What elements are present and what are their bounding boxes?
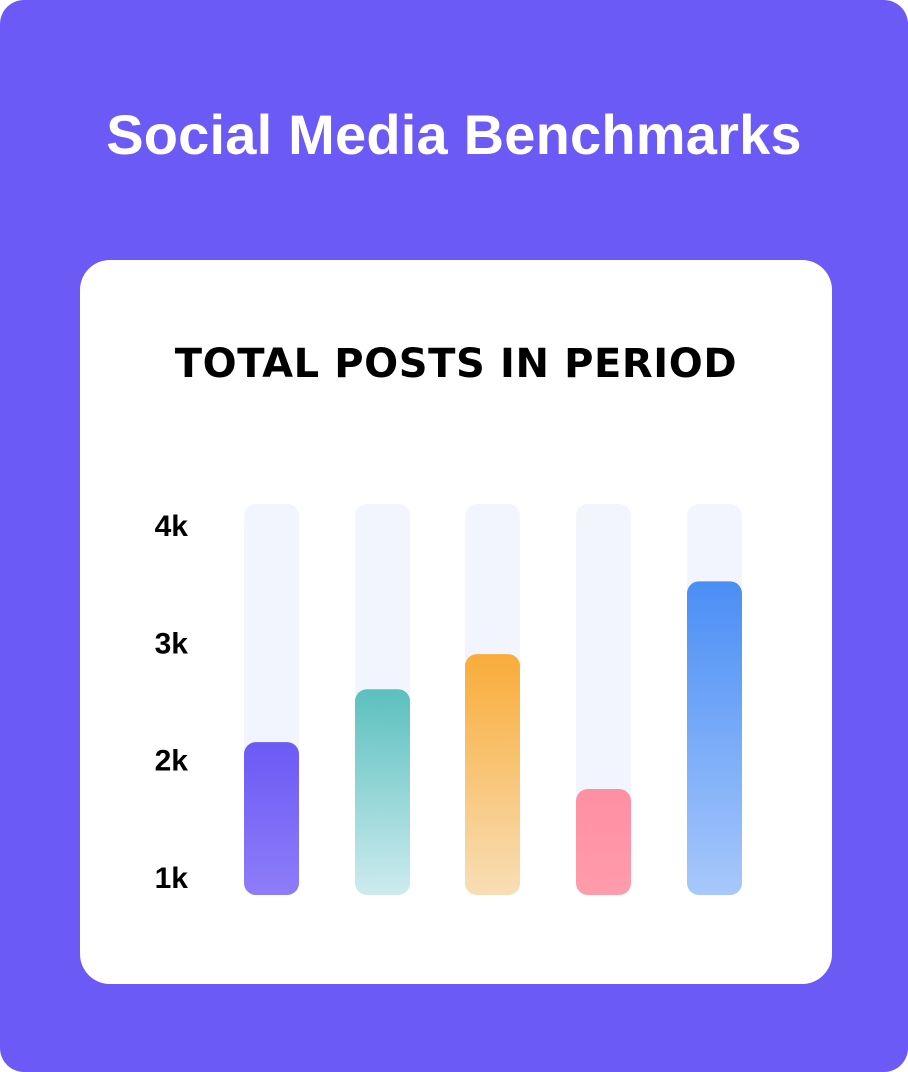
bar xyxy=(355,689,410,895)
bar xyxy=(687,581,742,895)
y-tick-label: 4k xyxy=(155,510,189,543)
page-title: Social Media Benchmarks xyxy=(106,103,802,166)
bar xyxy=(576,789,631,895)
bar xyxy=(244,742,299,895)
chart-card: TOTAL POSTS IN PERIOD 4k 3k 2k 1k xyxy=(80,260,832,984)
y-tick-label: 3k xyxy=(155,627,189,660)
y-tick-label: 2k xyxy=(155,745,189,778)
chart-title: TOTAL POSTS IN PERIOD xyxy=(174,341,738,387)
bar-chart: 4k 3k 2k 1k xyxy=(155,504,742,895)
bar xyxy=(465,654,520,895)
y-tick-label: 1k xyxy=(155,862,189,895)
